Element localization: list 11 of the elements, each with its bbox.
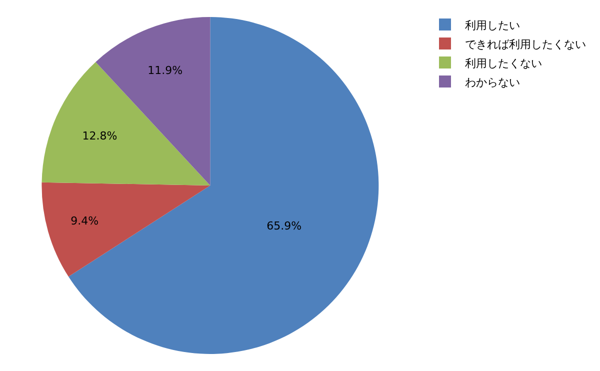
pie-slice <box>42 182 210 277</box>
legend-label: わからない <box>465 76 520 89</box>
data-label: 65.9% <box>266 219 302 232</box>
pie-slice <box>68 17 379 354</box>
legend-label: できれば利用したくない <box>465 38 586 51</box>
legend-label: 利用したくない <box>465 56 542 70</box>
pie-slice <box>42 62 210 186</box>
data-label: 12.8% <box>82 130 118 143</box>
legend-label: 利用したい <box>465 18 520 32</box>
data-label: 11.9% <box>148 64 183 78</box>
data-label: 9.4% <box>70 214 99 228</box>
